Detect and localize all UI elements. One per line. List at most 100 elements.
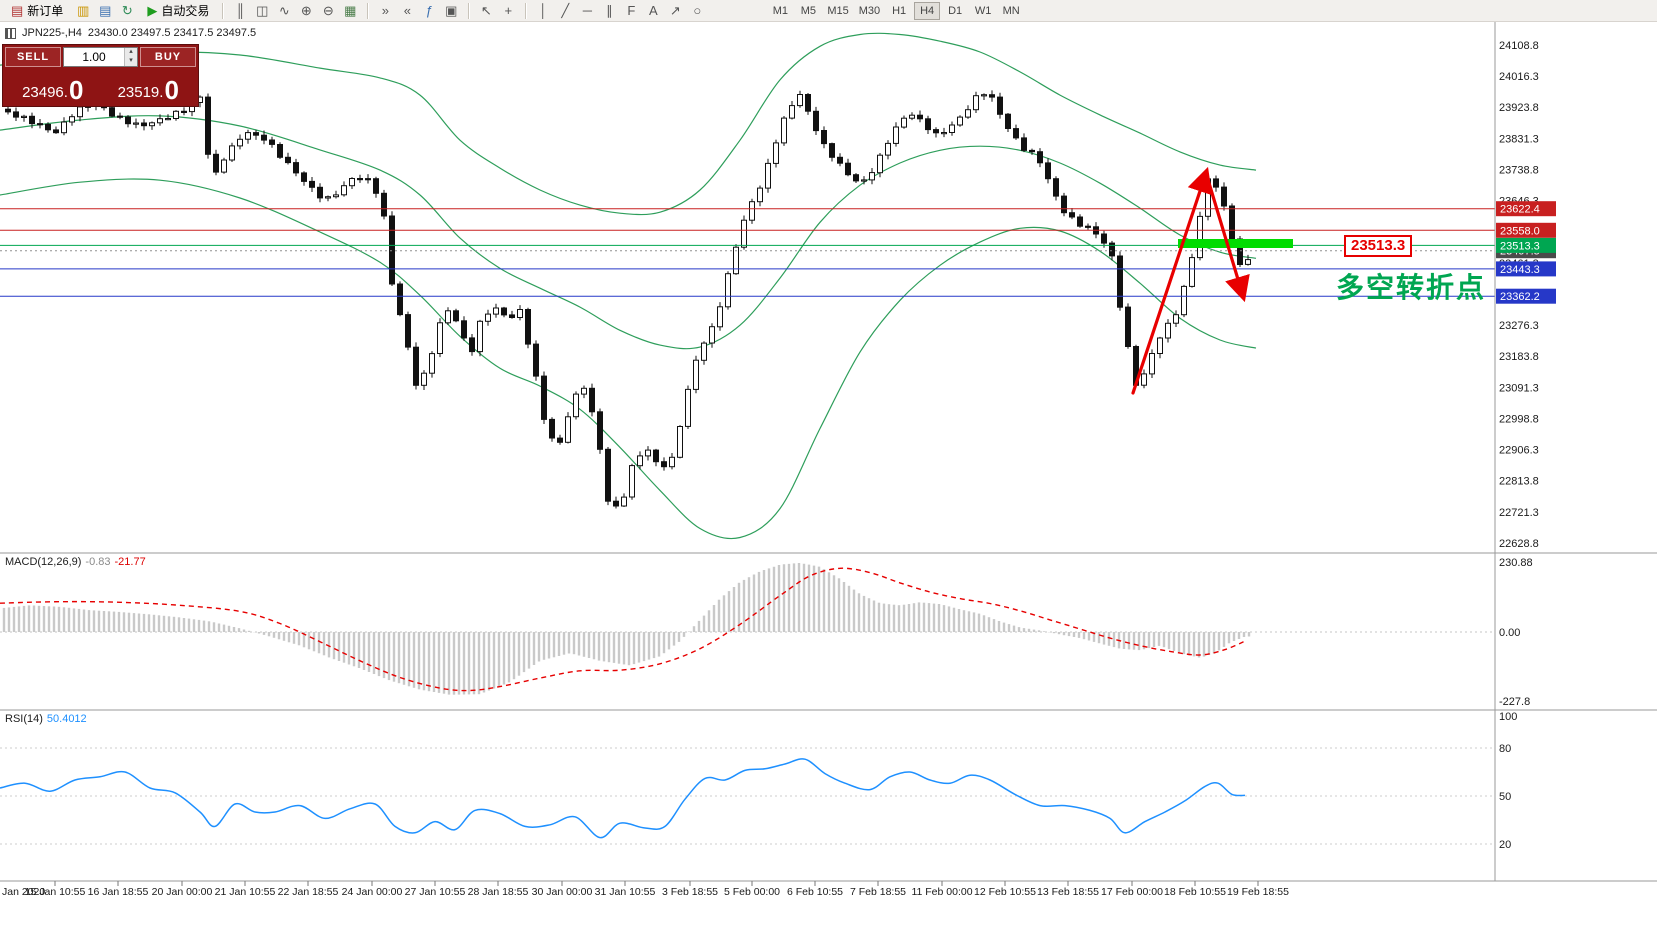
svg-text:13 Feb 18:55: 13 Feb 18:55 xyxy=(1037,886,1099,898)
macd-signal-value: -21.77 xyxy=(114,556,146,568)
fibonacci-icon[interactable]: F xyxy=(627,3,636,18)
svg-text:27 Jan 10:55: 27 Jan 10:55 xyxy=(405,886,466,898)
buy-button[interactable]: BUY xyxy=(140,47,196,67)
toolbar-separator xyxy=(222,2,224,19)
timeframe-m5[interactable]: M5 xyxy=(795,2,821,20)
annotation-turning-point: 多空转折点 xyxy=(1336,272,1487,303)
zoom-out-icon[interactable]: ⊖ xyxy=(322,2,334,18)
svg-text:18 Feb 10:55: 18 Feb 10:55 xyxy=(1164,886,1226,898)
svg-text:22628.8: 22628.8 xyxy=(1499,538,1539,550)
chart-shift-icon[interactable]: « xyxy=(403,3,411,18)
svg-text:11 Feb 00:00: 11 Feb 00:00 xyxy=(911,886,972,898)
new-order-button[interactable]: ▤ 新订单 xyxy=(4,1,70,21)
volume-decrease-button[interactable]: ▾ xyxy=(125,57,137,66)
new-order-label: 新订单 xyxy=(27,4,64,18)
svg-text:230.88: 230.88 xyxy=(1499,557,1533,569)
svg-text:31 Jan 10:55: 31 Jan 10:55 xyxy=(595,886,656,898)
svg-text:80: 80 xyxy=(1499,743,1511,755)
svg-text:22998.8: 22998.8 xyxy=(1499,414,1539,426)
tile-windows-icon[interactable]: ▦ xyxy=(344,2,357,18)
toolbar-separator xyxy=(525,2,527,19)
svg-text:7 Feb 18:55: 7 Feb 18:55 xyxy=(850,886,906,898)
one-click-trading-panel: SELL ▴ ▾ BUY 23496.0 23519.0 xyxy=(2,44,199,107)
buy-price: 23519. 0 xyxy=(101,67,197,104)
timeframe-h4[interactable]: H4 xyxy=(914,1,941,20)
toolbar-separator xyxy=(367,2,369,19)
bar-chart-icon[interactable]: ║ xyxy=(235,3,245,18)
equidistant-channel-icon[interactable]: ∥ xyxy=(606,2,613,18)
rsi-name: RSI(14) xyxy=(5,713,43,725)
macd-indicator-label: MACD(12,26,9) -0.83 -21.77 xyxy=(3,556,148,568)
svg-text:22906.3: 22906.3 xyxy=(1499,445,1539,457)
toolbar: ▤ 新订单 ▥ ▤ ↻ ▶ 自动交易 ║ ◫ ∿ ⊕ ⊖ ▦ » « ƒ ▣ ↖ + │ ╱ ─ ∥ F A ↗ ○… xyxy=(0,0,1657,22)
toolbar-separator xyxy=(468,2,470,19)
svg-text:12 Feb 10:55: 12 Feb 10:55 xyxy=(974,886,1036,898)
svg-text:17 Feb 00:00: 17 Feb 00:00 xyxy=(1101,886,1163,898)
timeframe-m15[interactable]: M15 xyxy=(823,2,852,20)
arrows-icon[interactable]: ↗ xyxy=(669,2,681,18)
timeframe-h1[interactable]: H1 xyxy=(886,2,912,20)
volume-spinner: ▴ ▾ xyxy=(124,48,137,66)
svg-text:19 Feb 18:55: 19 Feb 18:55 xyxy=(1227,886,1289,898)
vertical-line-icon[interactable]: │ xyxy=(539,3,548,18)
sell-price: 23496. 0 xyxy=(5,67,101,104)
chart-icon xyxy=(5,27,16,39)
timeframe-m1[interactable]: M1 xyxy=(767,2,793,20)
sell-price-main: 23496. xyxy=(22,84,68,101)
crosshair-icon[interactable]: + xyxy=(504,3,513,18)
svg-text:23091.3: 23091.3 xyxy=(1499,382,1539,394)
svg-text:-227.8: -227.8 xyxy=(1499,696,1530,708)
svg-text:23923.8: 23923.8 xyxy=(1499,102,1539,114)
shapes-icon[interactable]: ○ xyxy=(693,3,702,18)
horizontal-line-icon[interactable]: ─ xyxy=(582,3,592,18)
buy-price-big-digit: 0 xyxy=(164,74,179,105)
candlestick-chart-icon[interactable]: ◫ xyxy=(256,2,269,18)
new-order-icon: ▤ xyxy=(11,2,24,18)
profiles-icon[interactable]: ▥ xyxy=(77,2,90,18)
rsi-value: 50.4012 xyxy=(46,713,87,725)
symbol-name: JPN225-,H4 xyxy=(22,27,82,39)
rsi-indicator-label: RSI(14) 50.4012 xyxy=(3,713,89,725)
svg-text:23362.2: 23362.2 xyxy=(1500,291,1540,303)
trendline-icon[interactable]: ╱ xyxy=(561,2,570,18)
buy-price-main: 23519. xyxy=(117,84,164,101)
svg-text:50: 50 xyxy=(1499,791,1511,803)
svg-text:23183.8: 23183.8 xyxy=(1499,351,1539,363)
zoom-in-icon[interactable]: ⊕ xyxy=(300,2,312,18)
indicators-icon[interactable]: ƒ xyxy=(425,3,433,18)
sell-button[interactable]: SELL xyxy=(5,47,61,67)
svg-text:23622.4: 23622.4 xyxy=(1500,204,1540,216)
line-chart-icon[interactable]: ∿ xyxy=(278,2,290,18)
chart-symbol-title: JPN225-,H4 23430.0 23497.5 23417.5 23497… xyxy=(5,27,256,39)
svg-text:5 Feb 00:00: 5 Feb 00:00 xyxy=(724,886,780,898)
timeframe-w1[interactable]: W1 xyxy=(970,2,996,20)
auto-scroll-icon[interactable]: » xyxy=(381,3,389,18)
svg-text:23276.3: 23276.3 xyxy=(1499,320,1539,332)
svg-text:20: 20 xyxy=(1499,839,1511,851)
timeframe-mn[interactable]: MN xyxy=(998,2,1024,20)
svg-text:15 Jan 10:55: 15 Jan 10:55 xyxy=(25,886,86,898)
text-label-icon[interactable]: A xyxy=(648,3,658,18)
timeframe-m30[interactable]: M30 xyxy=(855,2,884,20)
svg-text:21 Jan 10:55: 21 Jan 10:55 xyxy=(215,886,276,898)
svg-text:22721.3: 22721.3 xyxy=(1499,507,1539,519)
svg-text:28 Jan 18:55: 28 Jan 18:55 xyxy=(468,886,529,898)
volume-input[interactable] xyxy=(64,48,124,66)
svg-text:23443.3: 23443.3 xyxy=(1500,264,1540,276)
templates-icon[interactable]: ▣ xyxy=(445,2,458,18)
chart-area[interactable]: 24108.824016.323923.823831.323738.823646… xyxy=(0,22,1657,947)
cursor-icon[interactable]: ↖ xyxy=(480,2,492,18)
chart-icon-group: ║ ◫ ∿ ⊕ ⊖ ▦ xyxy=(229,1,361,21)
timeframe-d1[interactable]: D1 xyxy=(942,2,968,20)
svg-text:30 Jan 00:00: 30 Jan 00:00 xyxy=(532,886,593,898)
auto-trading-button[interactable]: ▶ 自动交易 xyxy=(140,1,216,21)
sell-price-big-digit: 0 xyxy=(68,74,84,105)
market-watch-icon[interactable]: ▤ xyxy=(99,2,112,18)
svg-text:24016.3: 24016.3 xyxy=(1499,71,1539,83)
volume-increase-button[interactable]: ▴ xyxy=(125,48,137,57)
svg-text:22 Jan 18:55: 22 Jan 18:55 xyxy=(278,886,339,898)
svg-text:100: 100 xyxy=(1499,711,1517,723)
refresh-icon[interactable]: ↻ xyxy=(121,2,133,18)
auto-trading-icon: ▶ xyxy=(147,2,158,18)
svg-text:3 Feb 18:55: 3 Feb 18:55 xyxy=(662,886,718,898)
